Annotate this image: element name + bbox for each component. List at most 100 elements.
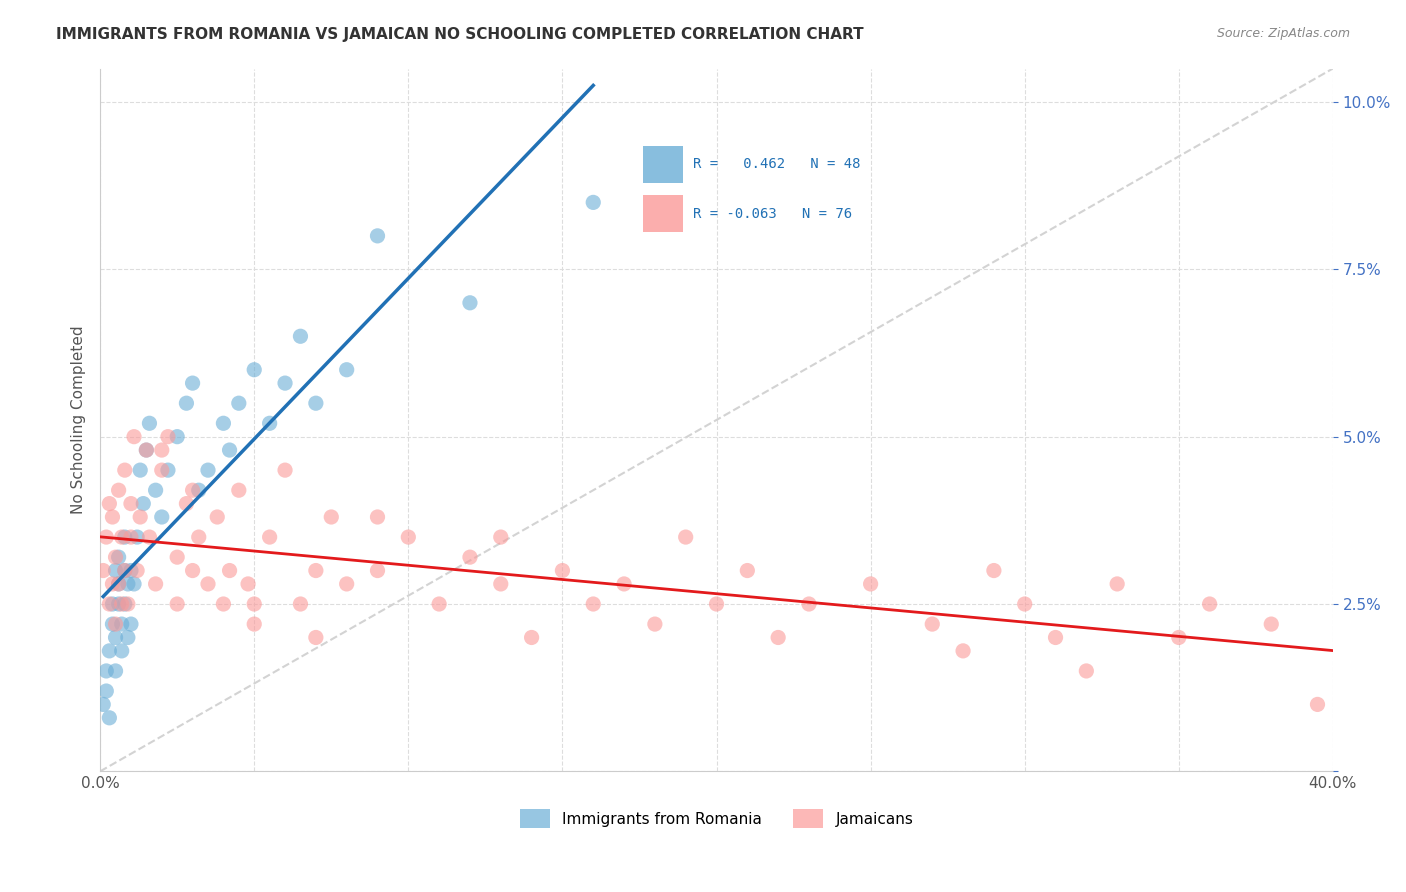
Jamaicans [427, 597, 450, 611]
Jamaicans [305, 631, 328, 645]
Immigrants from Romania [120, 617, 142, 632]
Jamaicans [212, 597, 235, 611]
Jamaicans [983, 564, 1005, 578]
Jamaicans [582, 597, 605, 611]
Jamaicans [111, 530, 134, 544]
Jamaicans [218, 564, 240, 578]
Jamaicans [737, 564, 759, 578]
Immigrants from Romania [138, 417, 160, 431]
Immigrants from Romania [98, 711, 121, 725]
Jamaicans [336, 577, 359, 591]
Jamaicans [114, 463, 136, 477]
Immigrants from Romania [150, 510, 173, 524]
Jamaicans [797, 597, 820, 611]
Jamaicans [259, 530, 281, 544]
Jamaicans [1306, 698, 1329, 712]
Immigrants from Romania [111, 644, 134, 658]
Immigrants from Romania [458, 295, 481, 310]
Immigrants from Romania [228, 396, 250, 410]
Jamaicans [1076, 664, 1098, 678]
Immigrants from Romania [96, 684, 118, 698]
Immigrants from Romania [145, 483, 167, 498]
Immigrants from Romania [111, 617, 134, 632]
Jamaicans [321, 510, 343, 524]
Jamaicans [1198, 597, 1220, 611]
Jamaicans [150, 463, 173, 477]
Jamaicans [489, 530, 512, 544]
Jamaicans [181, 483, 204, 498]
Jamaicans [1167, 631, 1189, 645]
Jamaicans [150, 443, 173, 458]
Jamaicans [1107, 577, 1129, 591]
Jamaicans [107, 577, 129, 591]
Immigrants from Romania [243, 363, 266, 377]
Jamaicans [107, 483, 129, 498]
Legend: Immigrants from Romania, Jamaicans: Immigrants from Romania, Jamaicans [513, 803, 920, 834]
Immigrants from Romania [101, 597, 124, 611]
Text: IMMIGRANTS FROM ROMANIA VS JAMAICAN NO SCHOOLING COMPLETED CORRELATION CHART: IMMIGRANTS FROM ROMANIA VS JAMAICAN NO S… [56, 27, 863, 42]
Immigrants from Romania [259, 417, 281, 431]
Jamaicans [207, 510, 229, 524]
Jamaicans [98, 497, 121, 511]
Jamaicans [921, 617, 943, 632]
Jamaicans [274, 463, 297, 477]
Jamaicans [127, 564, 149, 578]
Immigrants from Romania [107, 577, 129, 591]
Jamaicans [675, 530, 697, 544]
Jamaicans [135, 443, 157, 458]
Jamaicans [138, 530, 160, 544]
Immigrants from Romania [218, 443, 240, 458]
Immigrants from Romania [156, 463, 179, 477]
Text: Source: ZipAtlas.com: Source: ZipAtlas.com [1216, 27, 1350, 40]
Immigrants from Romania [104, 664, 127, 678]
Jamaicans [101, 577, 124, 591]
Jamaicans [644, 617, 666, 632]
Immigrants from Romania [114, 597, 136, 611]
Jamaicans [156, 430, 179, 444]
Jamaicans [96, 530, 118, 544]
Immigrants from Romania [135, 443, 157, 458]
Jamaicans [952, 644, 974, 658]
Immigrants from Romania [212, 417, 235, 431]
Jamaicans [129, 510, 152, 524]
Jamaicans [181, 564, 204, 578]
Immigrants from Romania [582, 195, 605, 210]
Immigrants from Romania [96, 664, 118, 678]
Immigrants from Romania [132, 497, 155, 511]
Immigrants from Romania [366, 228, 388, 243]
Jamaicans [243, 617, 266, 632]
Immigrants from Romania [114, 530, 136, 544]
Immigrants from Romania [104, 631, 127, 645]
Jamaicans [187, 530, 209, 544]
Jamaicans [1014, 597, 1036, 611]
Jamaicans [120, 497, 142, 511]
Jamaicans [613, 577, 636, 591]
Jamaicans [1260, 617, 1282, 632]
Immigrants from Romania [98, 644, 121, 658]
Jamaicans [520, 631, 543, 645]
Jamaicans [706, 597, 728, 611]
Immigrants from Romania [336, 363, 359, 377]
Immigrants from Romania [117, 577, 139, 591]
Immigrants from Romania [197, 463, 219, 477]
Jamaicans [120, 530, 142, 544]
Jamaicans [166, 597, 188, 611]
Jamaicans [101, 510, 124, 524]
Immigrants from Romania [107, 597, 129, 611]
Jamaicans [228, 483, 250, 498]
Immigrants from Romania [187, 483, 209, 498]
Jamaicans [104, 550, 127, 565]
Jamaicans [766, 631, 789, 645]
Jamaicans [366, 510, 388, 524]
Jamaicans [117, 597, 139, 611]
Jamaicans [859, 577, 882, 591]
Immigrants from Romania [91, 698, 114, 712]
Immigrants from Romania [107, 550, 129, 565]
Jamaicans [305, 564, 328, 578]
Immigrants from Romania [305, 396, 328, 410]
Jamaicans [366, 564, 388, 578]
Jamaicans [458, 550, 481, 565]
Immigrants from Romania [122, 577, 145, 591]
Jamaicans [396, 530, 419, 544]
Immigrants from Romania [129, 463, 152, 477]
